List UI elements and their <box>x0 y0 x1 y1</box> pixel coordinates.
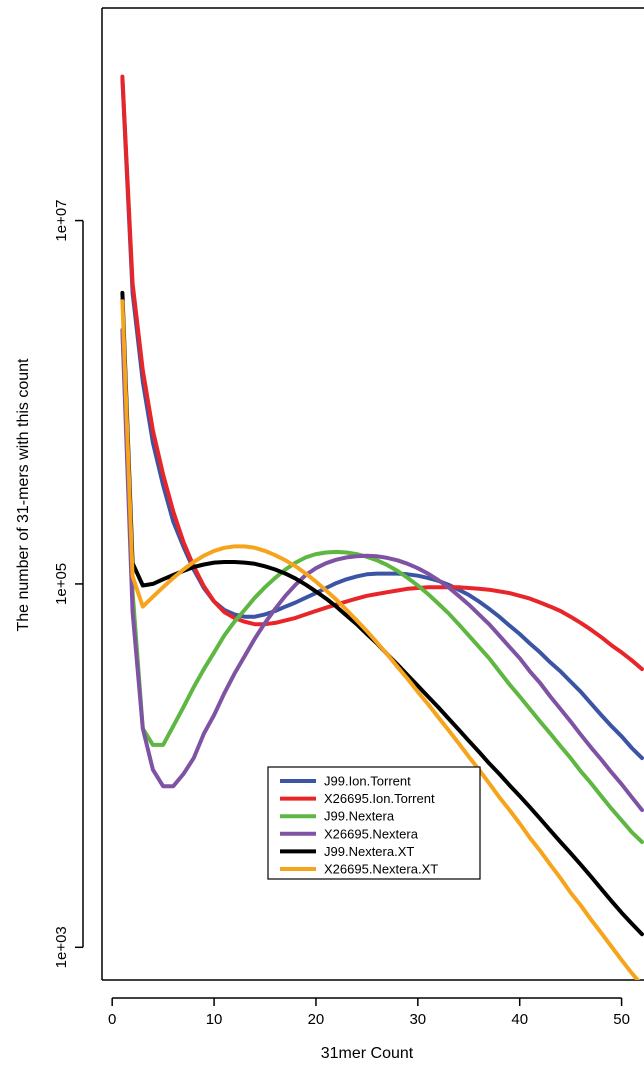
x-tick-label: 0 <box>108 1011 116 1028</box>
legend-box <box>267 766 481 880</box>
legend-label: J99.Nextera.XT <box>324 844 414 859</box>
series-line-x26695-nextera-xt <box>120 299 641 980</box>
y-axis-title: The number of 31-mers with this count <box>15 358 32 632</box>
x-tick-label: 20 <box>308 1011 325 1028</box>
x-tick-label: 10 <box>206 1011 223 1028</box>
y-tick-label: 1e+05 <box>53 563 70 605</box>
y-axis: 1e+03 1e+05 1e+07 <box>53 199 84 968</box>
x-tick-label: 50 <box>613 1011 630 1028</box>
legend: J99.Ion.Torrent X26695.Ion.Torrent J99.Nex… <box>267 766 481 880</box>
series-layer <box>120 74 644 980</box>
x-tick-label: 30 <box>409 1011 426 1028</box>
series-line-x26695-nextera <box>120 328 644 812</box>
legend-label: X26695.Nextera.XT <box>324 862 438 877</box>
series-line-j99-nextera <box>120 328 644 844</box>
legend-label: J99.Nextera <box>324 809 395 824</box>
x-tick-label: 40 <box>511 1011 528 1028</box>
series-line-x26695-ion-torrent <box>120 74 644 672</box>
series-line-j99-ion-torrent <box>120 77 644 761</box>
x-axis-title: 31mer Count <box>321 1045 414 1062</box>
plot-frame <box>101 7 644 981</box>
legend-label: X26695.Nextera <box>324 826 419 841</box>
legend-label: X26695.Ion.Torrent <box>324 791 435 806</box>
legend-label: J99.Ion.Torrent <box>324 774 411 789</box>
x-axis: 0 10 20 30 40 50 <box>108 997 630 1028</box>
y-tick-label: 1e+03 <box>53 926 70 968</box>
y-tick-label: 1e+07 <box>53 199 70 241</box>
